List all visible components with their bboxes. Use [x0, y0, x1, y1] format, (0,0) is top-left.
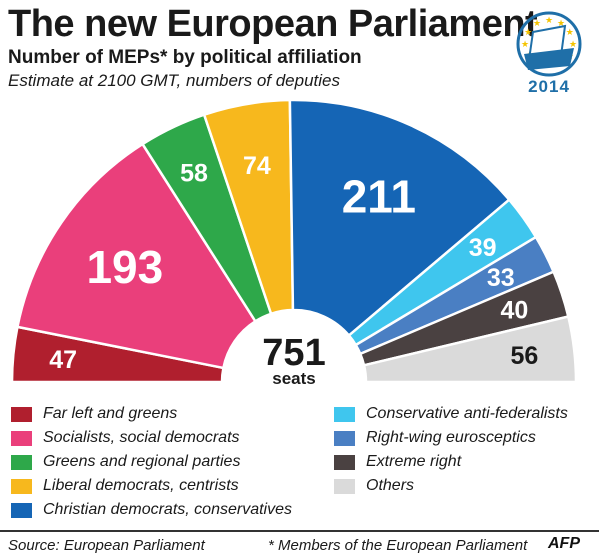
value-label-others: 56 — [511, 342, 539, 370]
legend-swatch — [334, 406, 355, 422]
value-label-conservative-anti-federalists: 39 — [469, 234, 497, 262]
legend-column-left: Far left and greens Socialists, social de… — [11, 402, 292, 522]
legend-label: Others — [366, 477, 415, 494]
legend-item-liberal-democrats-centrists: Liberal democrats, centrists — [11, 474, 292, 498]
source-note: Source: European Parliament — [8, 537, 205, 554]
segment-christian-democrats-conservatives — [288, 98, 511, 338]
value-label-greens-and-regional-parties: 58 — [180, 160, 208, 188]
value-label-liberal-democrats-centrists: 74 — [243, 152, 271, 180]
value-label-far-left-and-greens: 47 — [49, 346, 77, 374]
legend-label: Right-wing eurosceptics — [366, 429, 536, 446]
star-icon: ★ — [521, 39, 529, 49]
legend-swatch — [334, 478, 355, 494]
legend-label: Conservative anti-federalists — [366, 405, 568, 422]
star-icon: ★ — [569, 39, 577, 49]
legend-item-greens-and-regional-parties: Greens and regional parties — [11, 450, 292, 474]
legend-label: Greens and regional parties — [43, 453, 241, 470]
legend-label: Extreme right — [366, 453, 462, 470]
logo-ring — [516, 11, 582, 77]
legend-swatch — [11, 478, 32, 494]
afp-logo: AFP — [548, 535, 580, 552]
legend-swatch — [11, 502, 32, 518]
legend-item-extreme-right: Extreme right — [334, 450, 568, 474]
legend-item-far-left-and-greens: Far left and greens — [11, 402, 292, 426]
star-icon: ★ — [566, 27, 574, 37]
value-label-extreme-right: 40 — [500, 296, 528, 324]
star-icon: ★ — [524, 27, 532, 37]
legend-swatch — [11, 406, 32, 422]
legend-swatch — [11, 454, 32, 470]
hemicycle-segments — [10, 98, 578, 384]
segment-socialists-social-democrats — [15, 142, 258, 370]
chart-title: The new European Parliament — [8, 3, 538, 45]
chart-note: Estimate at 2100 GMT, numbers of deputie… — [8, 71, 340, 90]
segment-others — [362, 315, 578, 384]
footnote: * Members of the European Parliament — [268, 537, 528, 554]
total-seats-value: 751 — [262, 332, 325, 374]
legend-column-right: Conservative anti-federalists Right-wing … — [334, 402, 568, 498]
logo-year: 2014 — [528, 77, 570, 96]
legend-item-christian-democrats-conservatives: Christian democrats, conservatives — [11, 498, 292, 522]
legend-label: Far left and greens — [43, 405, 178, 422]
value-label-socialists-social-democrats: 193 — [86, 241, 163, 293]
chart-subtitle: Number of MEPs* by political affiliation — [8, 47, 362, 68]
total-seats-label: seats — [272, 369, 315, 388]
legend-swatch — [11, 430, 32, 446]
legend-label: Liberal democrats, centrists — [43, 477, 239, 494]
legend-item-conservative-anti-federalists: Conservative anti-federalists — [334, 402, 568, 426]
legend-swatch — [334, 454, 355, 470]
ballot-box-icon — [524, 48, 574, 70]
footer: Source: European Parliament * Members of… — [0, 530, 599, 559]
star-icon: ★ — [545, 15, 553, 25]
legend-swatch — [334, 430, 355, 446]
legend-item-socialists-social-democrats: Socialists, social democrats — [11, 426, 292, 450]
star-icon: ★ — [557, 18, 565, 28]
value-label-christian-democrats-conservatives: 211 — [342, 170, 416, 222]
legend-item-others: Others — [334, 474, 568, 498]
star-icon: ★ — [533, 18, 541, 28]
legend-label: Christian democrats, conservatives — [43, 501, 292, 518]
legend-label: Socialists, social democrats — [43, 429, 240, 446]
legend-item-right-wing-eurosceptics: Right-wing eurosceptics — [334, 426, 568, 450]
elections-2014-logo: ★★★★★★★★★ 2014 — [516, 11, 582, 96]
value-label-right-wing-eurosceptics: 33 — [487, 264, 515, 292]
